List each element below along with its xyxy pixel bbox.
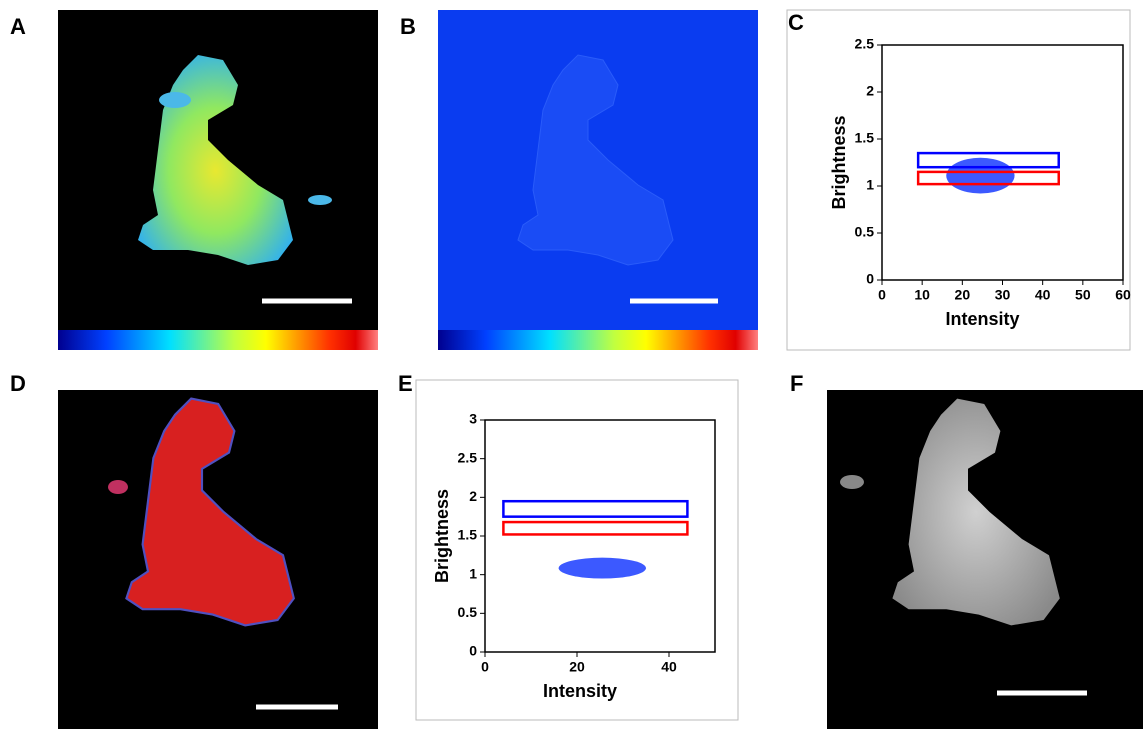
x-tick-label: 0 bbox=[878, 287, 886, 303]
y-tick-label: 2.5 bbox=[855, 36, 875, 52]
image-f bbox=[827, 390, 1143, 729]
x-tick-label: 30 bbox=[995, 287, 1011, 303]
y-tick-label: 0 bbox=[866, 271, 874, 287]
y-tick-label: 1.5 bbox=[855, 130, 875, 146]
chart-frame bbox=[415, 379, 739, 721]
data-cloud bbox=[946, 157, 1015, 194]
x-tick-label: 20 bbox=[955, 287, 971, 303]
image-a bbox=[58, 10, 378, 350]
image-d bbox=[58, 390, 378, 729]
x-axis-label: Intensity bbox=[543, 681, 617, 701]
gate bbox=[502, 520, 689, 536]
y-axis-label: Brightness bbox=[432, 489, 452, 583]
gate bbox=[916, 170, 1060, 186]
gate bbox=[502, 499, 689, 518]
y-tick-label: 0 bbox=[469, 643, 477, 659]
y-tick-label: 2 bbox=[469, 488, 477, 504]
panel-label: F bbox=[790, 371, 803, 396]
x-axis-label: Intensity bbox=[945, 309, 1019, 329]
data-cloud bbox=[558, 557, 646, 579]
y-tick-label: 0.5 bbox=[458, 604, 478, 620]
x-tick-label: 20 bbox=[569, 659, 585, 675]
y-axis-label: Brightness bbox=[829, 115, 849, 209]
y-tick-label: 1 bbox=[469, 565, 477, 581]
x-tick-label: 60 bbox=[1115, 287, 1131, 303]
y-tick-label: 1 bbox=[866, 177, 874, 193]
y-tick-label: 1.5 bbox=[458, 527, 478, 543]
x-tick-label: 0 bbox=[481, 659, 489, 675]
panel-label: C bbox=[788, 10, 804, 35]
x-tick-label: 10 bbox=[914, 287, 930, 303]
y-tick-label: 2 bbox=[866, 83, 874, 99]
panel-label: A bbox=[10, 14, 26, 39]
x-tick-label: 40 bbox=[661, 659, 677, 675]
image-b bbox=[438, 10, 758, 350]
y-tick-label: 2.5 bbox=[458, 449, 478, 465]
panel-label: E bbox=[398, 371, 413, 396]
x-tick-label: 40 bbox=[1035, 287, 1051, 303]
panel-label: D bbox=[10, 371, 26, 396]
gate bbox=[916, 151, 1060, 169]
y-tick-label: 3 bbox=[469, 411, 477, 427]
y-tick-label: 0.5 bbox=[855, 224, 875, 240]
panel-label: B bbox=[400, 14, 416, 39]
x-tick-label: 50 bbox=[1075, 287, 1091, 303]
